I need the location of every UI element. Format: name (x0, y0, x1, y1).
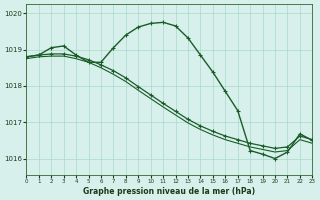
X-axis label: Graphe pression niveau de la mer (hPa): Graphe pression niveau de la mer (hPa) (83, 187, 255, 196)
